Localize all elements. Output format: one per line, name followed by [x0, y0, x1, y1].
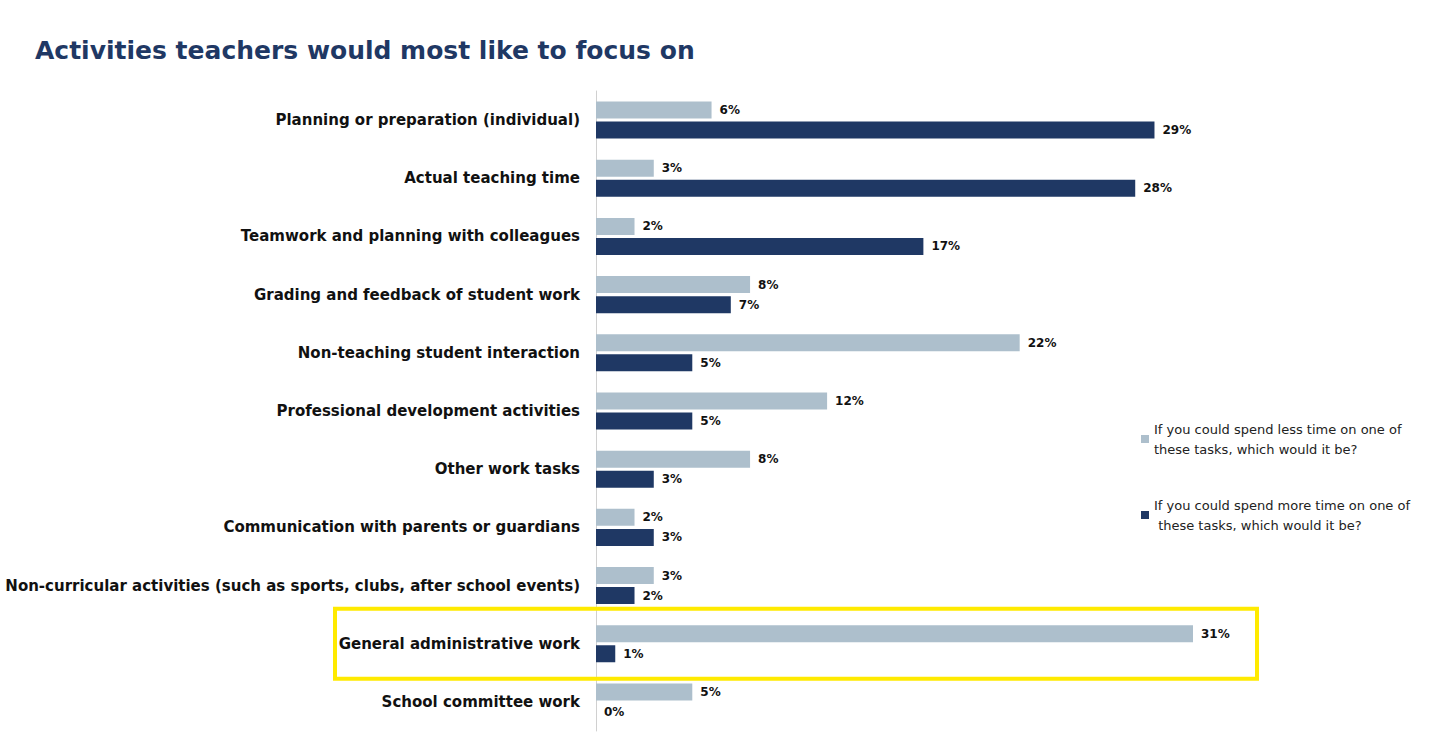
svg-text:8%: 8%: [758, 278, 778, 292]
svg-text:Non-teaching student interacti: Non-teaching student interaction: [298, 344, 580, 362]
svg-text:5%: 5%: [700, 414, 720, 428]
svg-text:2%: 2%: [643, 219, 663, 233]
svg-text:5%: 5%: [700, 685, 720, 699]
svg-text:28%: 28%: [1143, 181, 1172, 195]
svg-text:Professional development activ: Professional development activities: [277, 402, 581, 420]
svg-text:2%: 2%: [643, 589, 663, 603]
svg-text:2%: 2%: [643, 510, 663, 524]
svg-text:Communication with parents or: Communication with parents or guardians: [223, 518, 580, 536]
svg-text:0%: 0%: [604, 705, 624, 719]
svg-text:12%: 12%: [835, 394, 864, 408]
svg-text:5%: 5%: [700, 356, 720, 370]
svg-text:these tasks, which would it be: these tasks, which would it be?: [1154, 442, 1357, 457]
svg-text:1%: 1%: [623, 647, 643, 661]
svg-text:General administrative work: General administrative work: [339, 635, 581, 653]
svg-text:29%: 29%: [1162, 123, 1191, 137]
svg-text:Activities teachers would most: Activities teachers would most like to f…: [35, 36, 695, 65]
svg-text:3%: 3%: [662, 161, 682, 175]
svg-text:these tasks, which would it be: these tasks, which would it be?: [1154, 518, 1362, 533]
svg-text:31%: 31%: [1201, 627, 1230, 641]
svg-text:Non-curricular activities (suc: Non-curricular activities (such as sport…: [5, 577, 580, 595]
svg-text:8%: 8%: [758, 452, 778, 466]
svg-text:Other work tasks: Other work tasks: [435, 460, 580, 478]
svg-text:If you could spend more time o: If you could spend more time on one of: [1154, 498, 1410, 513]
svg-text:Teamwork and planning with col: Teamwork and planning with colleagues: [241, 227, 580, 245]
svg-text:3%: 3%: [662, 472, 682, 486]
svg-text:Actual teaching time: Actual teaching time: [404, 169, 580, 187]
svg-text:3%: 3%: [662, 569, 682, 583]
svg-text:17%: 17%: [931, 239, 960, 253]
svg-text:6%: 6%: [720, 103, 740, 117]
svg-text:22%: 22%: [1028, 336, 1057, 350]
svg-text:7%: 7%: [739, 298, 759, 312]
svg-text:Planning or preparation (indiv: Planning or preparation (individual): [275, 111, 580, 129]
svg-text:If you could spend less time o: If you could spend less time on one of: [1154, 422, 1406, 437]
svg-text:3%: 3%: [662, 530, 682, 544]
svg-text:School committee work: School committee work: [382, 693, 581, 711]
svg-text:Grading and feedback of studen: Grading and feedback of student work: [254, 286, 581, 304]
